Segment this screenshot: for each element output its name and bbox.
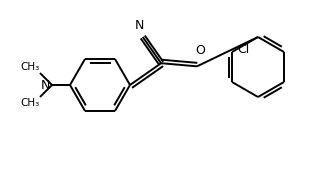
Text: N: N bbox=[41, 78, 50, 92]
Text: O: O bbox=[195, 44, 205, 57]
Text: Cl: Cl bbox=[237, 43, 249, 56]
Text: CH₃: CH₃ bbox=[20, 62, 40, 72]
Text: CH₃: CH₃ bbox=[20, 98, 40, 108]
Text: N: N bbox=[134, 19, 144, 32]
